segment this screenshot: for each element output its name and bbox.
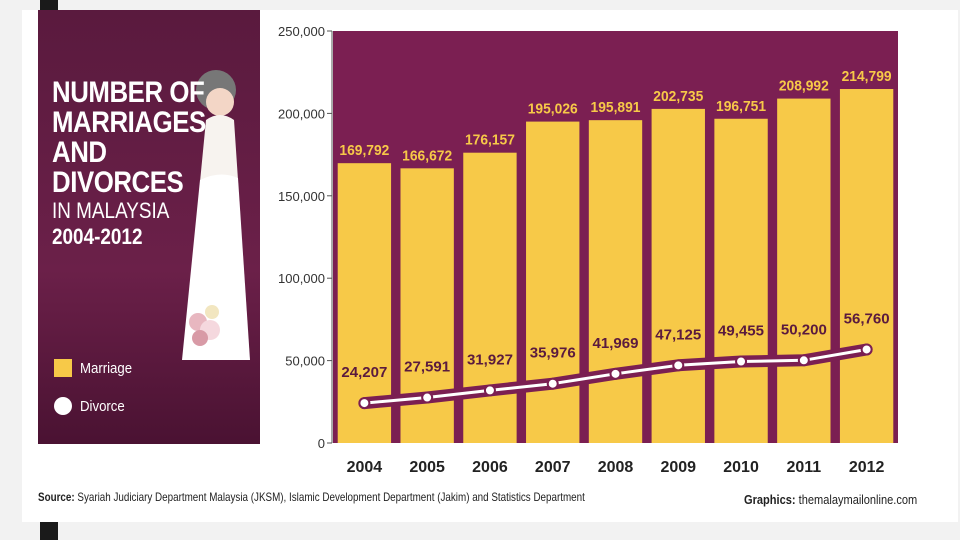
divorce-value-label: 49,455 (718, 322, 764, 339)
legend-label-marriage: Marriage (80, 359, 133, 377)
credit-text: themalaymailonline.com (798, 492, 918, 507)
bar-value-label: 166,672 (402, 147, 452, 164)
x-tick-label: 2004 (347, 459, 383, 476)
bar-value-label: 196,751 (716, 98, 766, 115)
divorce-value-label: 41,969 (593, 335, 639, 352)
x-tick-label: 2008 (598, 459, 634, 476)
divorce-point (421, 391, 434, 404)
divorce-value-label: 50,200 (781, 321, 827, 338)
subtitle-line-1: IN MALAYSIA (52, 198, 170, 223)
legend-item-divorce: Divorce (54, 394, 139, 418)
divorce-point (546, 377, 559, 390)
bar-value-label: 214,799 (842, 68, 892, 85)
bar-value-label: 195,026 (528, 101, 578, 118)
divorce-value-label: 35,976 (530, 345, 576, 362)
bar-value-label: 208,992 (779, 78, 829, 95)
divorce-point (358, 397, 371, 410)
bar-value-label: 195,891 (591, 99, 641, 116)
bar-marriage (777, 98, 831, 444)
divorce-point (797, 354, 810, 367)
divorce-value-label: 56,760 (844, 310, 890, 327)
divorce-point (735, 355, 748, 368)
bar-marriage (714, 118, 768, 444)
source-label: Source: (38, 490, 75, 504)
title-line-4: DIVORCES (52, 166, 184, 199)
divorce-point (609, 367, 622, 380)
x-tick-label: 2009 (660, 459, 696, 476)
y-tick-label: 100,000 (278, 271, 325, 286)
bar-marriage (588, 120, 643, 443)
x-tick-label: 2011 (786, 459, 821, 476)
x-tick-label: 2005 (409, 459, 445, 476)
bar-marriage (526, 121, 580, 443)
legend-swatch-marriage (54, 359, 72, 377)
bar-marriage (651, 108, 705, 443)
y-tick-label: 50,000 (285, 354, 325, 369)
subtitle-line-2: 2004-2012 (52, 224, 143, 249)
divorce-value-label: 47,125 (655, 326, 701, 343)
divorce-value-label: 31,927 (467, 351, 513, 368)
divorce-value-label: 27,591 (404, 359, 450, 376)
bar-value-label: 202,735 (653, 88, 703, 105)
chart-legend: Marriage Divorce (54, 356, 139, 432)
credit-label: Graphics: (744, 492, 796, 507)
y-tick-label: 200,000 (278, 106, 325, 121)
divorce-point (860, 343, 873, 356)
divorce-point (672, 359, 685, 372)
source-text: Syariah Judiciary Department Malaysia (J… (77, 490, 585, 504)
bride-illustration (182, 70, 250, 360)
divorce-value-label: 24,207 (341, 364, 387, 381)
bar-value-label: 176,157 (465, 132, 515, 149)
title-line-2: MARRIAGES (52, 106, 206, 139)
legend-label-divorce: Divorce (80, 397, 125, 415)
y-tick-label: 150,000 (278, 189, 325, 204)
graphics-credit: Graphics: themalaymailonline.com (744, 492, 917, 507)
title-line-3: AND (52, 136, 107, 169)
source-note: Source: Syariah Judiciary Department Mal… (38, 490, 585, 504)
x-tick-label: 2006 (472, 459, 508, 476)
x-tick-label: 2010 (723, 459, 759, 476)
bar-marriage (463, 152, 517, 443)
bar-marriage (839, 89, 894, 444)
bar-value-label: 169,792 (339, 142, 389, 159)
x-tick-label: 2012 (849, 459, 885, 476)
divorce-point (483, 384, 496, 397)
title-line-1: NUMBER OF (52, 76, 205, 109)
legend-item-marriage: Marriage (54, 356, 139, 380)
x-tick-label: 2007 (535, 459, 571, 476)
chart-title-block: NUMBER OF MARRIAGES AND DIVORCES IN MALA… (52, 78, 212, 250)
y-tick-label: 250,000 (278, 24, 325, 39)
legend-dot-divorce (54, 397, 72, 415)
y-tick-label: 0 (318, 436, 325, 451)
